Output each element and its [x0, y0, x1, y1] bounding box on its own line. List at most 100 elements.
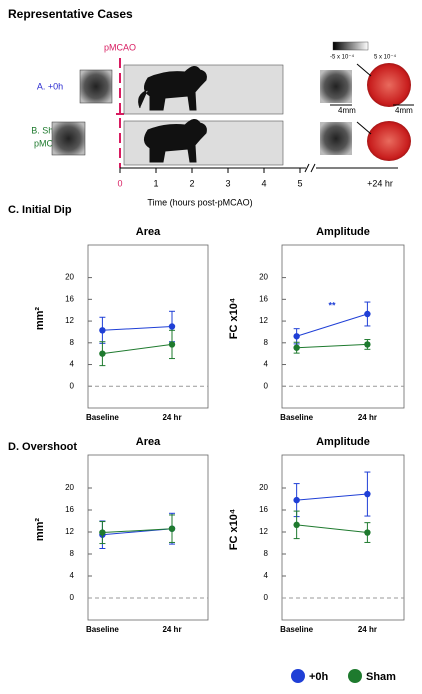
series-line	[296, 493, 368, 501]
y-tick-label: 0	[70, 593, 75, 602]
timeline-tick-label: 5	[297, 178, 302, 188]
y-tick-label: 0	[70, 381, 75, 390]
legend-label: +0h	[309, 671, 329, 683]
data-point	[99, 529, 106, 536]
data-point	[168, 341, 176, 348]
y-tick-label: 16	[65, 505, 74, 514]
legend-label: Sham	[366, 671, 396, 683]
y-tick-label: 8	[264, 549, 269, 558]
colorbar-label: 5 x 10⁻⁴	[374, 54, 397, 61]
x-tick-label: Baseline	[86, 413, 119, 422]
heading: Representative Cases	[8, 7, 133, 21]
chart-title: Amplitude	[316, 436, 370, 448]
plot-frame	[281, 454, 405, 621]
data-point	[168, 525, 176, 532]
chart-title: Area	[136, 226, 161, 238]
y-tick-label: 4	[264, 360, 269, 369]
y-tick-label: 0	[264, 381, 269, 390]
timeline-label: Time (hours post-pMCAO)	[147, 197, 252, 207]
colorbar-label: -5 x 10⁻⁴	[330, 54, 355, 61]
data-point	[168, 323, 176, 330]
y-tick-label: 4	[70, 360, 75, 369]
series-line	[102, 528, 173, 534]
x-tick-label: Baseline	[86, 625, 119, 634]
y-tick-label: 4	[264, 571, 269, 580]
timeline-tick-label: 1	[153, 178, 158, 188]
plot-frame	[87, 454, 209, 621]
timeline-tick-label: 4	[261, 178, 266, 188]
legend: +0h Sham	[291, 669, 396, 683]
y-tick-label: 20	[259, 273, 268, 282]
data-point	[364, 490, 371, 498]
optical-image	[320, 70, 352, 103]
optical-image	[320, 122, 352, 155]
timeline-tick-label: +24 hr	[367, 178, 393, 188]
y-tick-label: 8	[70, 549, 75, 558]
data-point	[99, 350, 106, 357]
series-line	[296, 313, 368, 337]
colorbar	[332, 41, 369, 51]
row-label: A. +0h	[37, 81, 63, 91]
data-point	[364, 341, 371, 348]
chart-title: Amplitude	[316, 226, 370, 238]
scale-label: 4mm	[338, 106, 356, 115]
optical-image	[79, 69, 113, 104]
legend-swatch	[348, 669, 362, 683]
y-tick-label: 4	[70, 571, 75, 580]
y-axis-label: mm²	[34, 307, 46, 331]
brain-slice	[367, 121, 411, 161]
x-tick-label: Baseline	[280, 625, 313, 634]
optical-image	[51, 121, 86, 156]
y-tick-label: 0	[264, 593, 269, 602]
x-tick-label: 24 hr	[162, 625, 181, 634]
row-label: pMCAO	[34, 138, 66, 148]
legend-swatch	[291, 669, 305, 683]
y-tick-label: 12	[259, 316, 268, 325]
series-line	[296, 343, 368, 349]
row-label: B. Sham-	[31, 125, 69, 135]
plot-frame	[87, 244, 209, 409]
data-point	[293, 344, 300, 351]
arrow	[356, 63, 372, 77]
y-tick-label: 8	[70, 338, 75, 347]
y-tick-label: 12	[259, 527, 268, 536]
timeline-tick-label: 2	[189, 178, 194, 188]
y-tick-label: 8	[264, 338, 269, 347]
y-tick-label: 12	[65, 316, 74, 325]
arrow	[356, 121, 372, 135]
data-point	[293, 496, 300, 504]
plot-frame	[281, 244, 405, 409]
axis-break	[310, 163, 316, 173]
scale-label: 4mm	[395, 106, 413, 115]
section-title: C. Initial Dip	[8, 204, 72, 216]
series-line	[102, 326, 173, 331]
timeline-tick-label: 0	[117, 178, 122, 188]
y-axis-label: mm²	[34, 518, 46, 542]
data-point	[293, 521, 300, 529]
data-point	[293, 333, 300, 340]
series-line	[296, 524, 368, 534]
mouse	[144, 119, 207, 163]
section-title: D. Overshoot	[8, 441, 77, 453]
charts: Area mm² 0 4 8 12 16 20 Baseline 24 hr Amplitude FC…	[34, 226, 405, 634]
x-tick-label: 24 hr	[358, 413, 377, 422]
y-axis-label: FC x10⁴	[228, 298, 240, 340]
timeline-ticks: 0 1 2 3 4 5 +24 hr	[117, 168, 393, 188]
y-axis-label: FC x10⁴	[228, 509, 240, 551]
data-point	[99, 327, 106, 334]
data-point	[364, 310, 371, 318]
data-point	[364, 529, 371, 536]
x-tick-label: Baseline	[280, 413, 313, 422]
y-tick-label: 16	[65, 294, 74, 303]
brain-slice	[367, 63, 411, 107]
mouse	[138, 66, 207, 111]
axis-break	[304, 163, 310, 173]
y-tick-label: 20	[65, 483, 74, 492]
x-tick-label: 24 hr	[162, 413, 181, 422]
y-tick-label: 16	[259, 294, 268, 303]
y-tick-label: 20	[65, 273, 74, 282]
timeline-tick-label: 3	[225, 178, 230, 188]
chart-title: Area	[136, 436, 161, 448]
y-tick-label: 20	[259, 483, 268, 492]
